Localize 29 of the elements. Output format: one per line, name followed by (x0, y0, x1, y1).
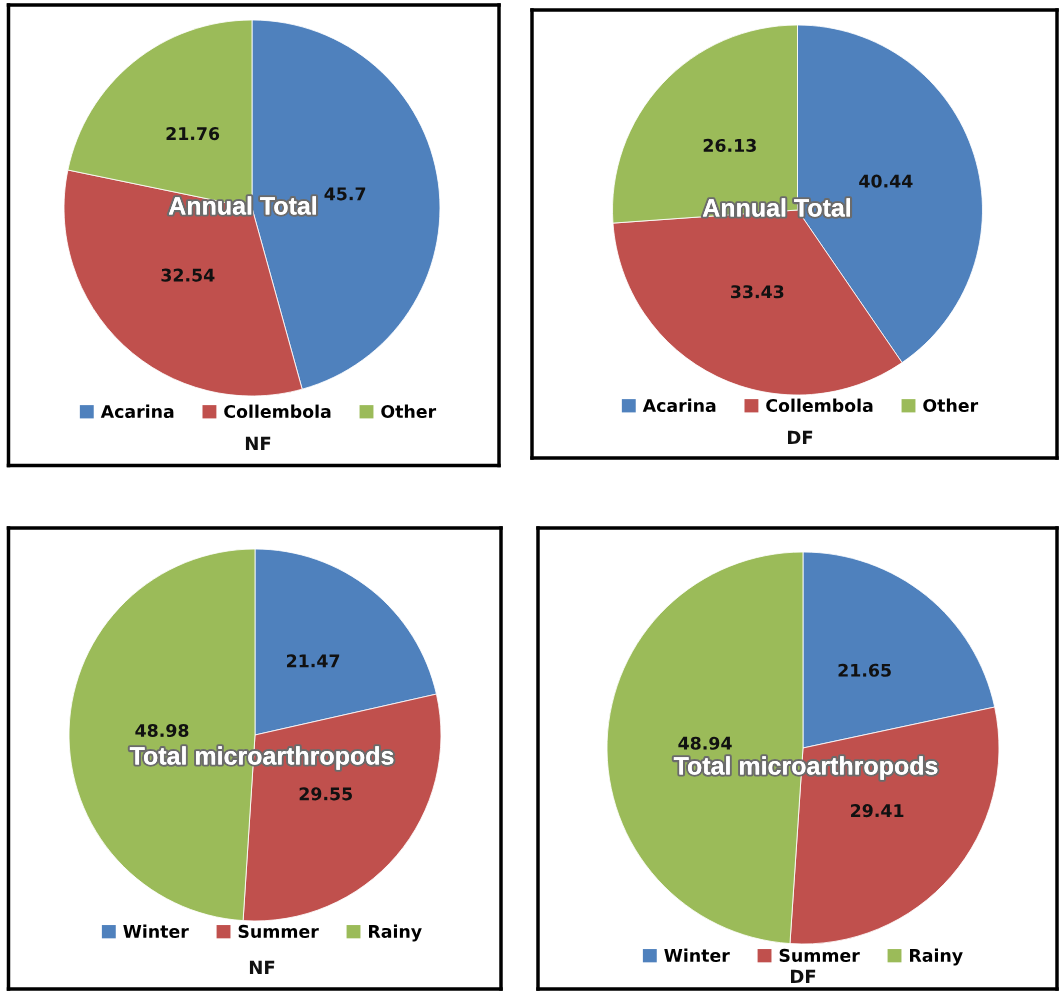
data-label: 21.76 (166, 127, 220, 141)
legend-label: Summer (238, 924, 319, 938)
text: Annual Total (168, 196, 316, 215)
data-label: 40.44 (859, 174, 913, 188)
data-label: 33.43 (731, 285, 784, 299)
text: DF (788, 430, 813, 444)
text: NF (245, 436, 271, 450)
data-label: 48.94 (678, 736, 732, 750)
data-label: 48.98 (135, 723, 189, 738)
data-label: 21.65 (838, 663, 891, 677)
legend-label: Rainy (910, 948, 963, 966)
legend-label: Winter (664, 948, 730, 962)
legend-label: Rainy (369, 924, 422, 942)
data-label: 26.13 (703, 138, 756, 152)
data-label: 29.41 (851, 804, 904, 818)
data-label: 21.47 (287, 654, 340, 668)
legend-label: Summer (779, 948, 860, 962)
legend-label: Other (923, 398, 979, 413)
legend-label: Other (381, 404, 437, 419)
data-label: 29.55 (299, 787, 352, 801)
legend-label: Collembola (766, 398, 873, 413)
legend-label: Collembola (224, 404, 331, 419)
legend-label: Acarina (100, 404, 174, 419)
text: NF (249, 960, 275, 974)
data-label: 45.7 (324, 187, 366, 201)
legend-label: Acarina (642, 398, 716, 413)
text: DF (791, 969, 816, 983)
data-label: 32.54 (161, 268, 215, 282)
legend-label: Winter (123, 924, 189, 938)
